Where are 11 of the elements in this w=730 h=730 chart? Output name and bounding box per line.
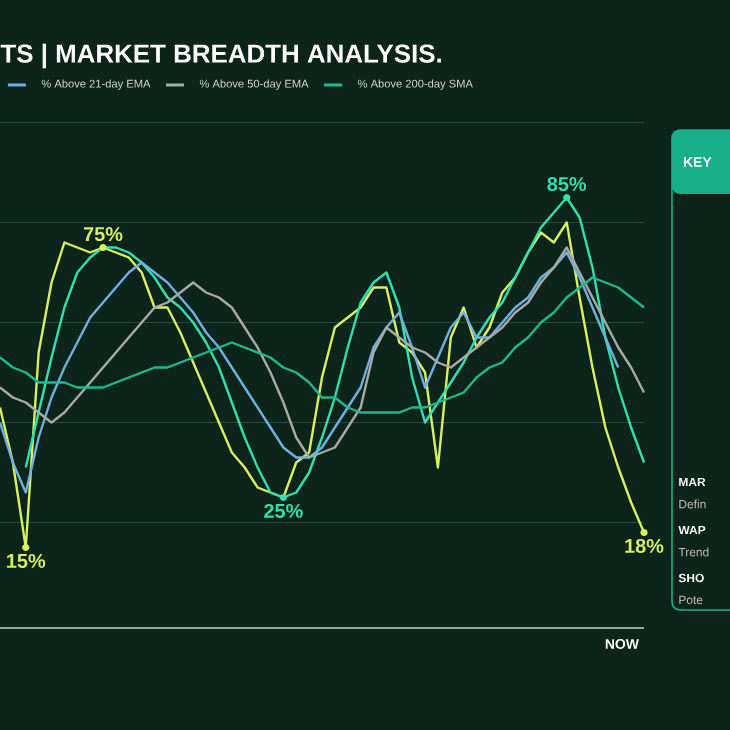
data-label: 25% — [264, 503, 303, 518]
data-label: 18% — [625, 538, 664, 553]
chart-title: TS | MARKET BREADTH ANALYSIS. — [0, 43, 441, 69]
point — [22, 543, 30, 552]
point — [99, 243, 107, 252]
point — [563, 193, 571, 202]
data-label: 75% — [83, 227, 123, 242]
point — [279, 493, 287, 502]
point — [640, 528, 648, 537]
data-label: 15% — [7, 553, 46, 568]
data-label: 85% — [547, 176, 587, 192]
